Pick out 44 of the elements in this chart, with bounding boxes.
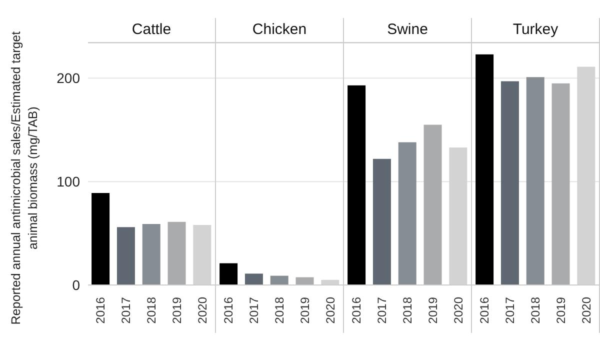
x-tick-label: 2019	[554, 296, 568, 324]
x-tick-label: 2018	[528, 296, 542, 324]
bar	[552, 83, 570, 285]
chart-title: Chicken	[216, 18, 343, 43]
bar	[296, 277, 314, 285]
bar	[500, 81, 519, 285]
bar	[372, 158, 391, 285]
x-tick-label: 2016	[350, 296, 364, 324]
bar	[142, 224, 160, 285]
x-tick-label: 2018	[144, 296, 158, 324]
chart-title: Turkey	[472, 18, 599, 43]
bar	[168, 222, 186, 285]
x-tick-label: 2016	[94, 296, 108, 324]
x-tick-label: 2019	[426, 296, 440, 324]
x-tick-label: 2017	[375, 296, 390, 324]
x-tick-label: 2020	[195, 296, 210, 324]
bar	[348, 85, 366, 285]
bar	[92, 192, 110, 285]
x-tick-label: 2020	[451, 296, 466, 324]
x-tick-label: 2019	[298, 296, 312, 324]
bar	[424, 124, 442, 285]
bar	[476, 54, 494, 285]
x-tick-label: 2018	[400, 296, 414, 324]
y-tick-label: 200	[56, 70, 80, 86]
chart-title: Cattle	[88, 18, 215, 43]
chart-title: Swine	[344, 18, 471, 43]
x-tick-label: 2020	[579, 296, 594, 324]
y-tick-label: 0	[72, 276, 80, 293]
bar	[116, 227, 135, 285]
x-tick-label: 2017	[247, 296, 262, 324]
y-tick-label: 100	[56, 174, 80, 190]
bar	[270, 276, 288, 285]
x-tick-label: 2019	[170, 296, 184, 324]
bar	[220, 263, 238, 285]
x-tick-label: 2016	[478, 296, 492, 324]
x-tick-label: 2020	[323, 296, 338, 324]
bar	[398, 142, 416, 285]
x-tick-label: 2016	[222, 296, 236, 324]
x-tick-label: 2018	[272, 296, 286, 324]
x-tick-label: 2017	[503, 296, 518, 324]
bar	[244, 274, 263, 285]
x-tick-label: 2017	[119, 296, 134, 324]
bar	[526, 77, 544, 285]
y-axis-title: Reported annual antimicrobial sales/Estimated target animal biomass (mg/TAB)	[8, 30, 41, 327]
